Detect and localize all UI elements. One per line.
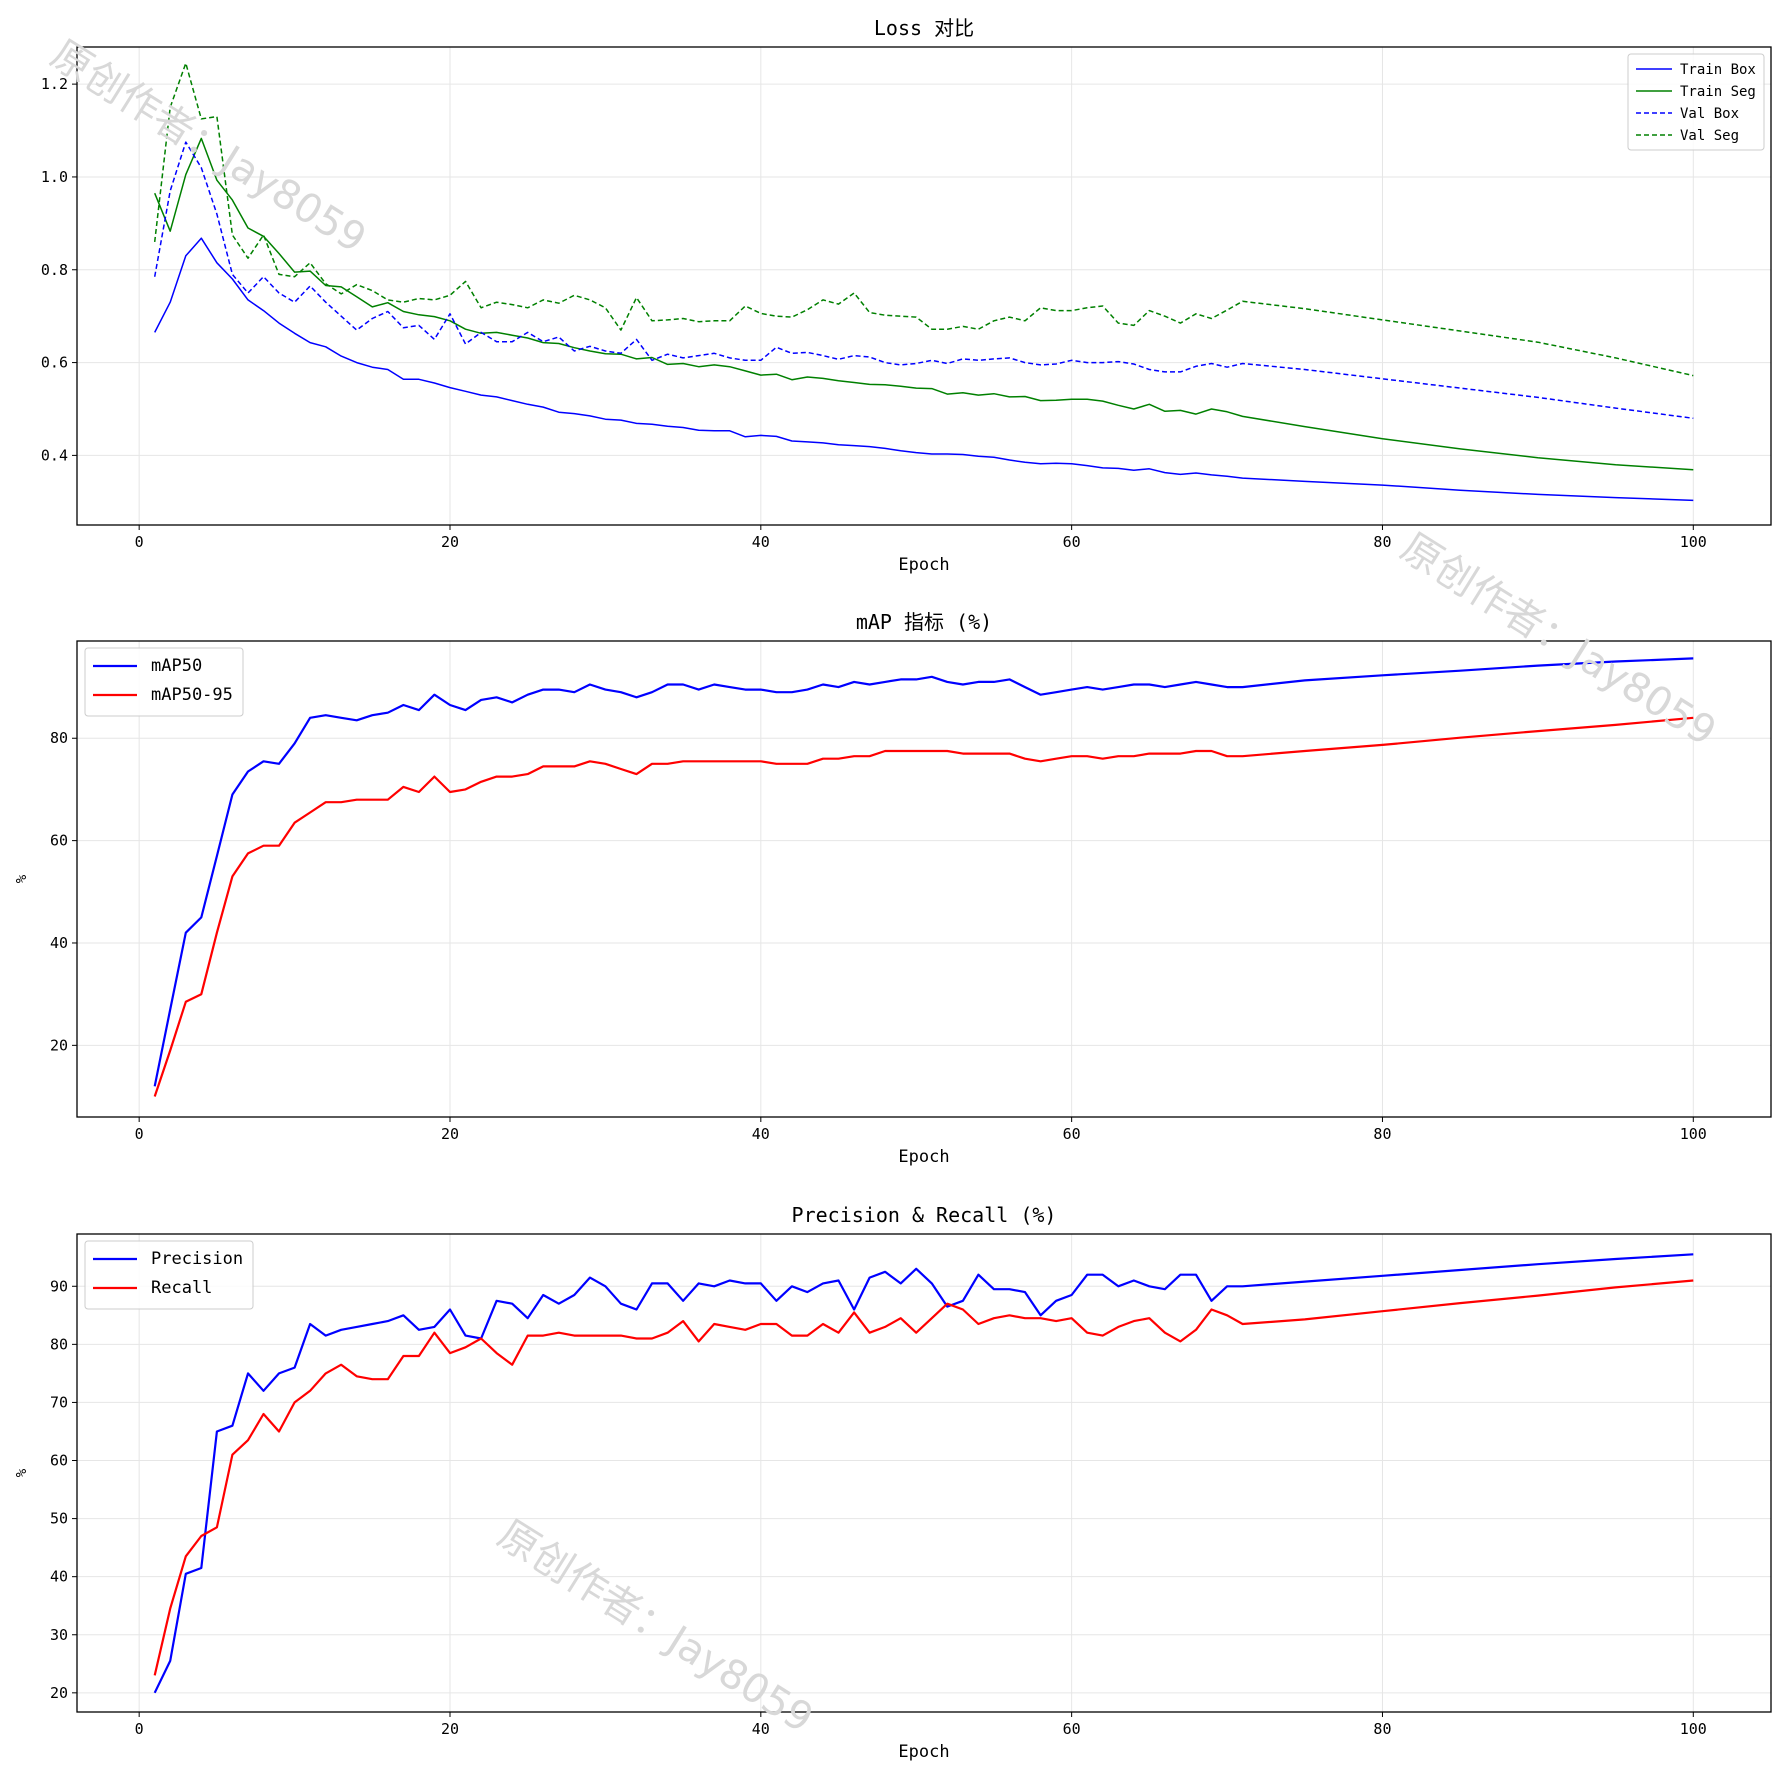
legend-label-val-seg: Val Seg	[1680, 128, 1739, 144]
y-tick-label: 80	[50, 729, 68, 747]
x-tick-label: 100	[1680, 1720, 1707, 1738]
legend-label-map50-95: mAP50-95	[151, 685, 233, 705]
series-line-val-box	[153, 141, 1694, 420]
series-lines	[153, 1253, 1694, 1694]
chart-title: Precision & Recall (%)	[792, 1203, 1057, 1227]
x-tick-label: 100	[1680, 533, 1707, 551]
x-tick-label: 40	[752, 1125, 770, 1143]
axes-frame	[76, 1233, 1772, 1713]
x-tick-label: 60	[1063, 1125, 1081, 1143]
chart-title: Loss 对比	[874, 16, 974, 40]
gridlines	[77, 641, 1771, 1117]
x-tick-label: 40	[752, 533, 770, 551]
y-tick-label: 60	[50, 1452, 68, 1470]
x-axis-label: Epoch	[898, 1742, 949, 1762]
x-axis-label: Epoch	[898, 555, 949, 575]
x-tick-label: 0	[135, 533, 144, 551]
legend-label-map50: mAP50	[151, 656, 202, 676]
y-tick-label: 1.0	[41, 168, 68, 186]
legend: mAP50 mAP50-95	[84, 647, 244, 717]
legend-box	[1627, 53, 1765, 151]
legend: Train Box Train Seg Val Box Val Seg	[1627, 53, 1765, 151]
x-axis-label: Epoch	[898, 1147, 949, 1167]
x-tick-label: 20	[441, 533, 459, 551]
y-tick-label: 30	[50, 1626, 68, 1644]
x-tick-label: 20	[441, 1720, 459, 1738]
series-line-val-seg	[153, 62, 1694, 377]
map-chart: 0 20 40 60 80 100 20 40 60 80 mAP 指标 (%) Epoch% mAP5…	[14, 610, 1772, 1167]
loss-chart: 0 20 40 60 80 100 0.4 0.6 0.8 1.0 1.2 Loss 对比 Epoch T…	[41, 16, 1772, 575]
legend-label-train-box: Train Box	[1680, 62, 1756, 78]
x-tick-label: 0	[135, 1125, 144, 1143]
y-tick-label: 0.8	[41, 261, 68, 279]
tick-group: 0 20 40 60 80 100 20 30 40 50 60 70 80 90	[50, 1277, 1707, 1738]
x-tick-label: 60	[1063, 1720, 1081, 1738]
y-tick-label: 0.4	[41, 446, 68, 464]
series-lines	[153, 62, 1694, 502]
y-tick-label: 70	[50, 1393, 68, 1411]
y-tick-label: 40	[50, 1568, 68, 1586]
tick-group: 0 20 40 60 80 100 0.4 0.6 0.8 1.0 1.2	[41, 75, 1707, 551]
y-tick-label: 0.6	[41, 354, 68, 372]
x-tick-label: 80	[1373, 1125, 1391, 1143]
legend-label-train-seg: Train Seg	[1680, 84, 1756, 100]
x-tick-label: 80	[1373, 533, 1391, 551]
chart-title: mAP 指标 (%)	[856, 610, 992, 634]
legend-label-recall: Recall	[151, 1278, 212, 1298]
y-axis-label: %	[14, 1468, 30, 1477]
y-tick-label: 80	[50, 1335, 68, 1353]
series-line-train-seg	[154, 137, 1694, 471]
series-line-map50	[153, 657, 1694, 1087]
x-tick-label: 80	[1373, 1720, 1391, 1738]
y-tick-label: 60	[50, 832, 68, 850]
y-tick-label: 50	[50, 1510, 68, 1528]
axes-frame	[76, 46, 1772, 526]
gridlines	[77, 1234, 1771, 1712]
tick-group: 0 20 40 60 80 100 20 40 60 80	[50, 729, 1707, 1143]
y-tick-label: 90	[50, 1277, 68, 1295]
legend: Precision Recall	[84, 1240, 254, 1310]
y-tick-label: 20	[50, 1036, 68, 1054]
series-line-recall	[153, 1279, 1694, 1676]
series-lines	[153, 657, 1694, 1097]
legend-label-val-box: Val Box	[1680, 106, 1739, 122]
y-tick-label: 40	[50, 934, 68, 952]
x-tick-label: 0	[135, 1720, 144, 1738]
y-tick-label: 20	[50, 1684, 68, 1702]
series-line-map50-95	[153, 716, 1694, 1097]
legend-label-precision: Precision	[151, 1249, 243, 1269]
x-tick-label: 20	[441, 1125, 459, 1143]
series-line-train-box	[154, 237, 1694, 502]
x-tick-label: 100	[1680, 1125, 1707, 1143]
series-line-precision	[153, 1253, 1694, 1694]
precision-recall-chart: 0 20 40 60 80 100 20 30 40 50 60 70 80 90 Precision & …	[14, 1203, 1772, 1762]
y-axis-label: %	[14, 874, 30, 883]
y-tick-label: 1.2	[41, 75, 68, 93]
axes-frame	[76, 640, 1772, 1118]
x-tick-label: 60	[1063, 533, 1081, 551]
x-tick-label: 40	[752, 1720, 770, 1738]
